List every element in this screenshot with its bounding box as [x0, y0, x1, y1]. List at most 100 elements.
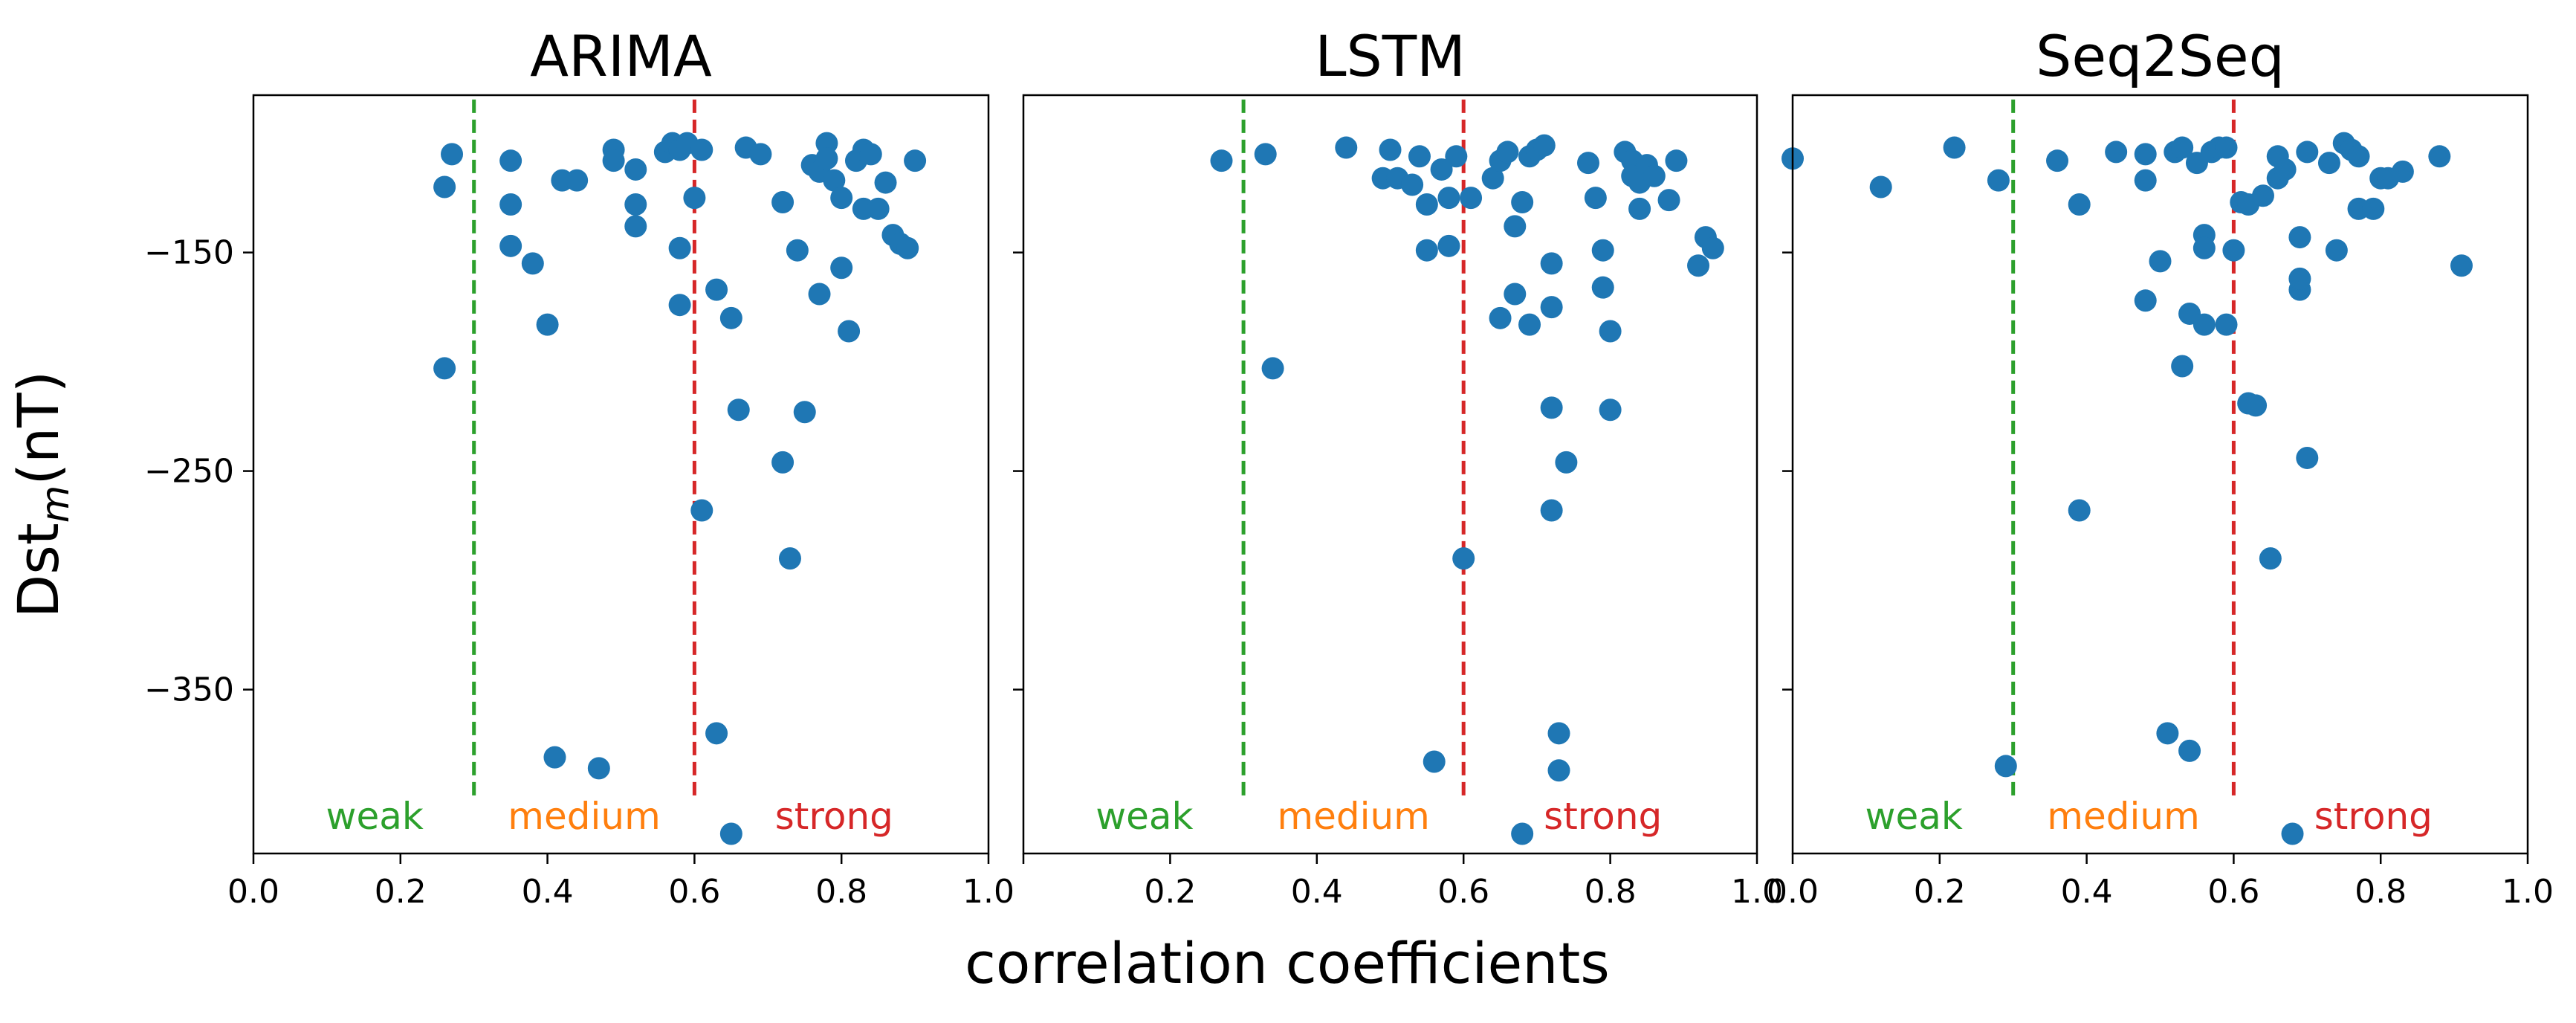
data-point — [1591, 276, 1614, 299]
data-point — [433, 357, 456, 380]
data-point — [2450, 254, 2473, 277]
data-point — [2171, 136, 2194, 159]
data-point — [1415, 239, 1438, 262]
data-point — [815, 132, 838, 155]
strong-label: strong — [1544, 795, 1662, 838]
data-point — [1540, 396, 1563, 419]
data-point — [2222, 239, 2245, 262]
x-tick-label: 0.8 — [1585, 873, 1637, 911]
x-tick-label: 1.0 — [2502, 873, 2554, 911]
x-tick-label: 0.8 — [815, 873, 867, 911]
data-point — [2288, 226, 2311, 249]
panel-arima: ARIMA weak medium strong 0.0 0.2 0.4 0.6 0.8 1.0 −… — [144, 23, 1014, 911]
data-point — [1496, 141, 1519, 164]
data-point — [433, 175, 456, 199]
data-point — [2362, 197, 2385, 220]
data-point — [499, 193, 522, 216]
data-point — [838, 320, 861, 343]
data-point — [867, 197, 890, 220]
data-point — [1987, 169, 2010, 192]
axes-frame — [1022, 94, 1758, 855]
data-point — [1994, 755, 2017, 778]
data-point — [815, 147, 838, 170]
weak-label: weak — [1096, 795, 1193, 838]
data-point — [2149, 250, 2172, 273]
data-point — [2134, 169, 2157, 192]
x-tick-label: 0.8 — [2355, 873, 2407, 911]
y-axis-label-sub: m — [33, 485, 78, 523]
panel-lstm: LSTM weak medium strong 0.2 0.4 0.6 0.8 1.0 — [1013, 23, 1783, 911]
data-point — [1657, 189, 1680, 212]
data-point — [2296, 141, 2319, 164]
data-point — [2134, 289, 2157, 312]
data-point — [2251, 184, 2274, 207]
data-point — [1665, 149, 1688, 172]
data-point — [1511, 191, 1534, 214]
strong-label: strong — [775, 795, 893, 838]
data-point — [1423, 750, 1446, 773]
y-tick-label: −250 — [144, 453, 234, 491]
panel-title: ARIMA — [530, 23, 712, 89]
data-point — [1261, 357, 1284, 380]
data-point — [521, 252, 544, 275]
data-point — [727, 398, 750, 422]
x-tick-label: 0.6 — [668, 873, 720, 911]
panel-title: Seq2Seq — [2036, 23, 2285, 89]
data-point — [1540, 296, 1563, 319]
medium-label: medium — [508, 795, 661, 838]
data-point — [1540, 499, 1563, 522]
medium-label: medium — [2047, 795, 2200, 838]
panel-seq2seq: Seq2Seq weak medium strong 0.0 0.2 0.4 0.6 0.8 1.… — [1767, 23, 2554, 911]
weak-label: weak — [326, 795, 424, 838]
data-point — [1489, 306, 1512, 329]
x-tick-label: 1.0 — [962, 873, 1014, 911]
data-point — [749, 143, 772, 166]
data-point — [2215, 136, 2238, 159]
y-tick-label: −150 — [144, 234, 234, 272]
data-point — [624, 215, 647, 238]
data-point — [2245, 394, 2268, 417]
data-point — [705, 278, 728, 301]
data-point — [719, 306, 742, 329]
data-point — [1533, 134, 1556, 157]
x-tick-label: 0.4 — [1291, 873, 1343, 911]
data-point — [705, 722, 728, 745]
data-point — [2134, 143, 2157, 166]
data-point — [874, 171, 897, 194]
data-point — [2296, 446, 2319, 469]
data-point — [2215, 313, 2238, 336]
data-point — [1511, 822, 1534, 845]
data-point — [683, 187, 706, 210]
data-point — [624, 158, 647, 181]
data-point — [587, 757, 610, 780]
data-point — [2192, 313, 2216, 336]
data-point — [1415, 193, 1438, 216]
data-point — [1210, 149, 1233, 172]
x-tick-label: 0.2 — [1144, 873, 1196, 911]
data-point — [896, 236, 919, 259]
data-point — [2259, 547, 2282, 570]
data-point — [602, 149, 625, 172]
axes-frame — [1791, 94, 2529, 855]
data-point — [441, 143, 464, 166]
data-point — [499, 234, 522, 257]
x-tick-label: 0.2 — [1914, 873, 1966, 911]
data-point — [1335, 136, 1358, 159]
x-tick-label: 0.2 — [375, 873, 427, 911]
data-point — [2171, 355, 2194, 378]
y-axis-label-main: Dst — [5, 523, 71, 618]
data-point — [2281, 822, 2304, 845]
data-point — [1445, 145, 1468, 168]
x-tick-label: 0.0 — [227, 873, 279, 911]
data-point — [2347, 145, 2370, 168]
data-point — [499, 149, 522, 172]
data-point — [1460, 187, 1483, 210]
data-point — [2325, 239, 2348, 262]
data-point — [1555, 451, 1578, 474]
data-point — [808, 283, 831, 306]
data-point — [624, 193, 647, 216]
panel-title: LSTM — [1315, 23, 1466, 89]
data-point — [1547, 759, 1570, 782]
data-point — [2105, 141, 2128, 164]
